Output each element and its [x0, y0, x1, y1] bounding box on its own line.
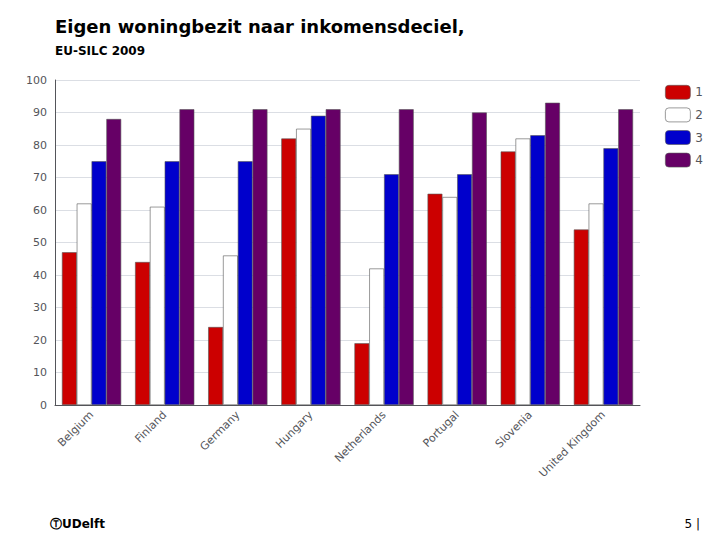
svg-text:2: 2: [695, 108, 703, 122]
svg-text:3: 3: [695, 131, 703, 145]
svg-text:Portugal: Portugal: [420, 408, 461, 449]
svg-text:50: 50: [33, 236, 47, 249]
svg-text:ⓉUDelft: ⓉUDelft: [50, 517, 105, 531]
svg-text:100: 100: [26, 74, 47, 87]
svg-text:4: 4: [695, 153, 703, 167]
svg-text:20: 20: [33, 334, 47, 347]
svg-text:0: 0: [40, 399, 47, 412]
svg-text:Finland: Finland: [132, 408, 169, 445]
svg-text:United Kingdom: United Kingdom: [536, 408, 608, 480]
svg-text:10: 10: [33, 366, 47, 379]
svg-text:70: 70: [33, 171, 47, 184]
svg-text:90: 90: [33, 106, 47, 119]
svg-text:Belgium: Belgium: [55, 408, 96, 449]
svg-text:60: 60: [33, 204, 47, 217]
svg-text:Netherlands: Netherlands: [332, 408, 389, 465]
svg-text:30: 30: [33, 301, 47, 314]
svg-text:1: 1: [695, 85, 703, 99]
svg-text:Hungary: Hungary: [273, 408, 316, 451]
svg-text:40: 40: [33, 269, 47, 282]
svg-text:Germany: Germany: [198, 408, 243, 453]
svg-text:Eigen woningbezit naar inkomen: Eigen woningbezit naar inkomensdeciel,: [55, 16, 465, 37]
svg-text:Slovenia: Slovenia: [493, 408, 535, 450]
svg-text:5 |: 5 |: [685, 517, 701, 531]
svg-text:EU-SILC 2009: EU-SILC 2009: [55, 44, 145, 58]
svg-text:80: 80: [33, 139, 47, 152]
